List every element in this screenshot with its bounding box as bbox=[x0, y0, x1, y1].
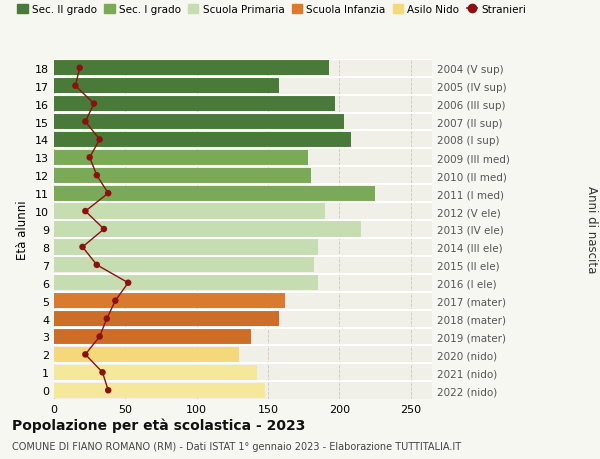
Point bbox=[110, 297, 120, 305]
Text: COMUNE DI FIANO ROMANO (RM) - Dati ISTAT 1° gennaio 2023 - Elaborazione TUTTITAL: COMUNE DI FIANO ROMANO (RM) - Dati ISTAT… bbox=[12, 441, 461, 451]
Bar bbox=[54, 257, 314, 273]
Point bbox=[98, 369, 107, 376]
Point bbox=[80, 208, 90, 215]
Bar bbox=[54, 240, 318, 255]
Point bbox=[80, 118, 90, 126]
Bar bbox=[54, 329, 251, 344]
Bar bbox=[54, 97, 335, 112]
Point bbox=[85, 154, 94, 162]
Text: Popolazione per età scolastica - 2023: Popolazione per età scolastica - 2023 bbox=[12, 418, 305, 432]
Bar bbox=[54, 365, 257, 380]
Bar bbox=[54, 347, 239, 362]
Bar bbox=[54, 79, 280, 94]
Y-axis label: Età alunni: Età alunni bbox=[16, 200, 29, 259]
Point bbox=[95, 136, 104, 144]
Bar bbox=[54, 151, 308, 166]
Bar bbox=[54, 293, 285, 308]
Bar bbox=[54, 275, 318, 291]
Bar bbox=[54, 168, 311, 184]
Point bbox=[99, 226, 109, 233]
Point bbox=[95, 333, 104, 341]
Bar bbox=[54, 383, 265, 398]
Point bbox=[92, 172, 101, 179]
Point bbox=[71, 83, 80, 90]
Text: Anni di nascita: Anni di nascita bbox=[584, 186, 598, 273]
Point bbox=[103, 190, 113, 197]
Bar bbox=[54, 115, 344, 130]
Point bbox=[89, 101, 99, 108]
Bar bbox=[54, 311, 280, 326]
Bar bbox=[54, 133, 350, 148]
Point bbox=[75, 65, 85, 72]
Bar bbox=[54, 61, 329, 76]
Point bbox=[80, 351, 90, 358]
Bar bbox=[54, 222, 361, 237]
Legend: Sec. II grado, Sec. I grado, Scuola Primaria, Scuola Infanzia, Asilo Nido, Stran: Sec. II grado, Sec. I grado, Scuola Prim… bbox=[17, 5, 526, 15]
Point bbox=[78, 244, 88, 251]
Bar bbox=[54, 204, 325, 219]
Bar bbox=[54, 186, 375, 202]
Point bbox=[102, 315, 112, 323]
Point bbox=[92, 262, 101, 269]
Point bbox=[103, 387, 113, 394]
Point bbox=[124, 280, 133, 287]
